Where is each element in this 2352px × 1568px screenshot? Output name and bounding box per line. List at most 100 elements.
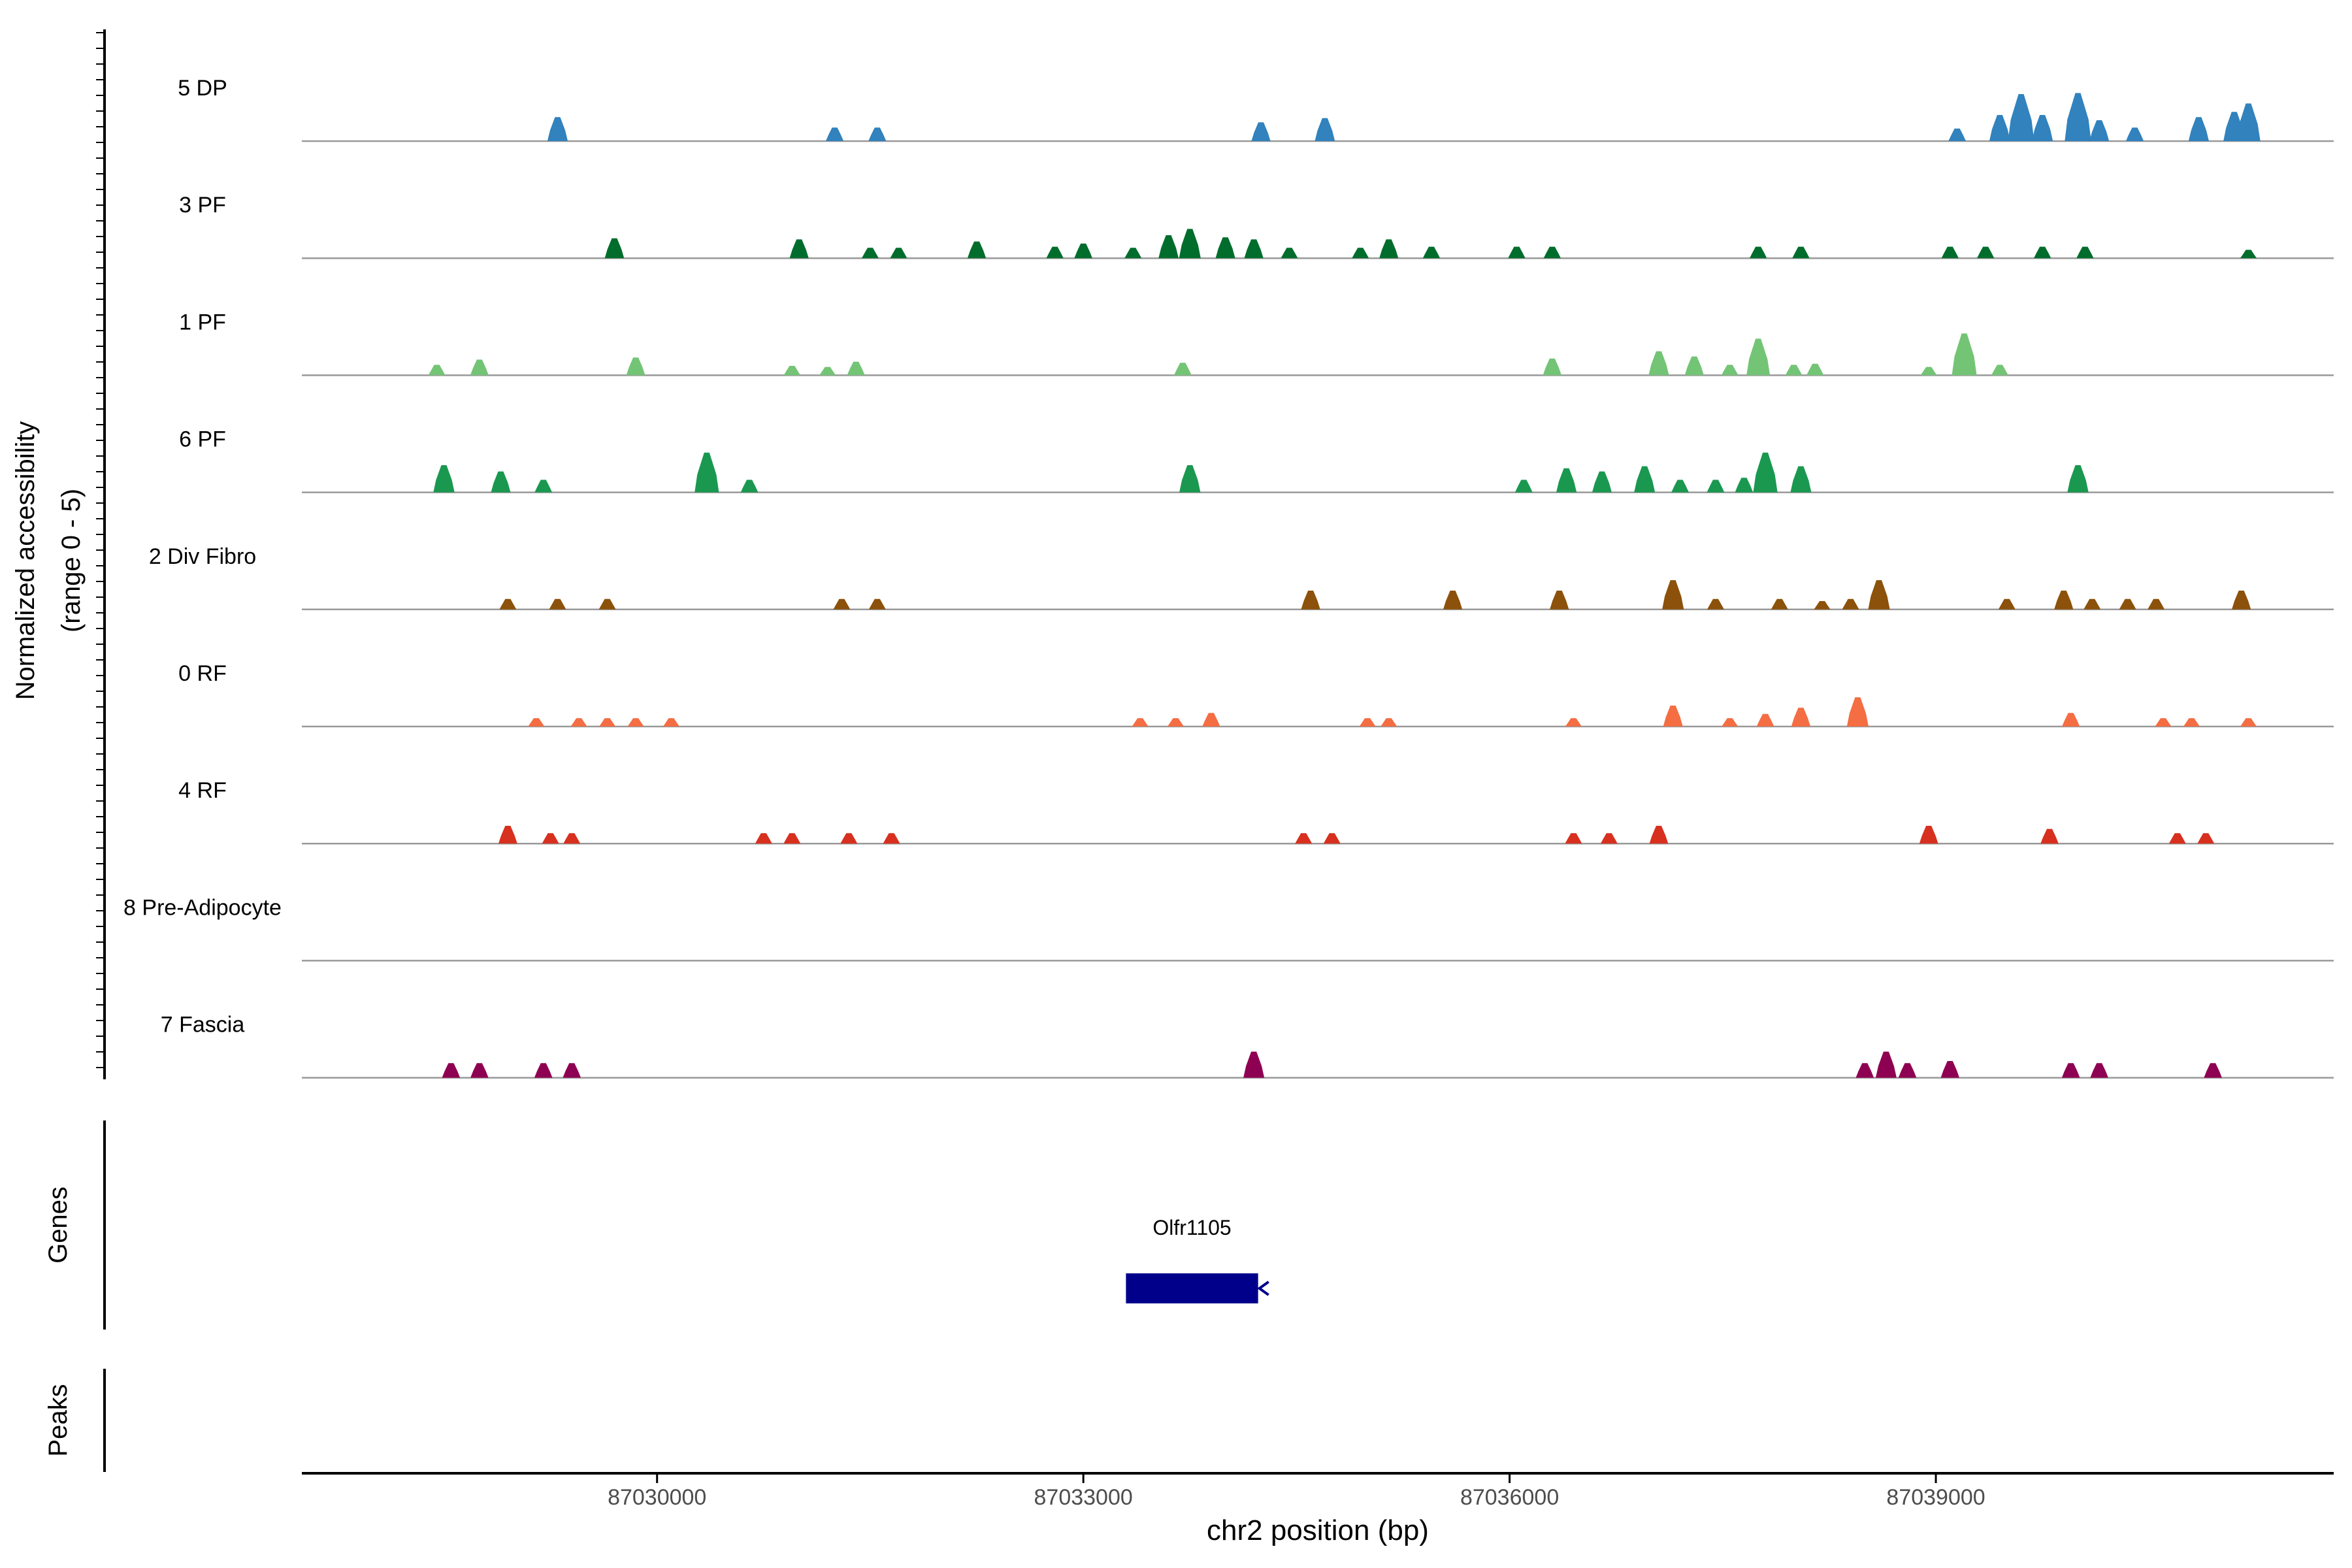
- accessibility-peak: [847, 361, 865, 376]
- accessibility-peak: [1806, 363, 1824, 376]
- genes-label: Genes: [44, 1186, 73, 1264]
- accessibility-peak: [2183, 718, 2200, 727]
- track-label: 2 Div Fibro: [149, 544, 256, 569]
- accessibility-peak: [1671, 480, 1689, 493]
- accessibility-peak: [2148, 598, 2165, 610]
- accessibility-peak: [491, 471, 511, 493]
- accessibility-peak: [1301, 591, 1320, 610]
- accessibility-peak: [2090, 1063, 2108, 1078]
- accessibility-peak: [2125, 127, 2144, 141]
- accessibility-peak: [1998, 598, 2016, 610]
- accessibility-peak: [2236, 103, 2261, 141]
- accessibility-peak: [598, 598, 616, 610]
- accessibility-peak: [1919, 826, 1938, 844]
- accessibility-peak: [428, 365, 446, 376]
- track-2-div-fibro: 2 Div Fibro: [149, 544, 2334, 611]
- accessibility-peak: [1158, 235, 1179, 259]
- accessibility-peak: [840, 833, 858, 844]
- accessibility-peak: [627, 718, 644, 727]
- accessibility-peak: [1215, 237, 1235, 259]
- accessibility-peak: [1543, 358, 1562, 376]
- track-label: 5 DP: [178, 76, 227, 101]
- accessibility-peak: [1648, 351, 1669, 376]
- track-label: 6 PF: [179, 427, 226, 452]
- accessibility-peak: [890, 248, 907, 259]
- accessibility-peak: [883, 833, 900, 844]
- coverage-tracks: 5 DP 3 PF 1 PF 6 PF 2 Div Fibro 0 RF 4 RF 8 Pre…: [123, 76, 2334, 1079]
- accessibility-peak: [2076, 246, 2094, 259]
- accessibility-peak: [2119, 598, 2136, 610]
- accessibility-peak: [2054, 591, 2074, 610]
- track-4-rf: 4 RF: [178, 778, 2334, 845]
- accessibility-peak: [1046, 246, 1064, 259]
- y-axis-ticks: [96, 32, 105, 1068]
- accessibility-peak: [1749, 246, 1767, 259]
- accessibility-peak: [1074, 243, 1092, 259]
- accessibility-peak: [861, 248, 879, 259]
- accessibility-peak: [534, 1063, 553, 1078]
- gene-name-label: Olfr1105: [1152, 1216, 1231, 1239]
- accessibility-peak: [2065, 93, 2091, 141]
- accessibility-peak: [1295, 833, 1313, 844]
- track-1-pf: 1 PF: [179, 310, 2334, 376]
- accessibility-peak: [1746, 338, 1771, 376]
- accessibility-peak: [1756, 713, 1774, 727]
- accessibility-peak: [563, 1063, 581, 1078]
- accessibility-peak: [1173, 363, 1192, 376]
- accessibility-peak: [1556, 468, 1577, 493]
- accessibility-peak: [1179, 465, 1201, 493]
- accessibility-peak: [662, 718, 680, 727]
- accessibility-peak: [783, 833, 801, 844]
- accessibility-peak: [2204, 1063, 2222, 1078]
- accessibility-peak: [694, 452, 719, 493]
- accessibility-peak: [1244, 239, 1264, 259]
- accessibility-peak: [1791, 708, 1811, 727]
- accessibility-peak: [2188, 117, 2209, 141]
- accessibility-peak: [1592, 471, 1612, 493]
- accessibility-peak: [547, 117, 568, 141]
- accessibility-peak: [1443, 591, 1463, 610]
- accessibility-peak: [1649, 826, 1669, 844]
- accessibility-peak: [1315, 118, 1335, 141]
- accessibility-peak: [1920, 367, 1937, 376]
- track-label: 3 PF: [179, 193, 226, 218]
- accessibility-peak: [626, 357, 645, 376]
- accessibility-peak: [1941, 246, 1959, 259]
- accessibility-peak: [604, 238, 625, 259]
- accessibility-peak: [1251, 122, 1271, 141]
- accessibility-peak: [433, 465, 455, 493]
- accessibility-peak: [1707, 598, 1724, 610]
- accessibility-peak: [1846, 697, 1869, 727]
- x-tick-label: 87036000: [1460, 1485, 1559, 1510]
- accessibility-peak: [2155, 718, 2172, 727]
- track-0-rf: 0 RF: [178, 661, 2334, 728]
- accessibility-peak: [1634, 466, 1656, 493]
- accessibility-peak: [2240, 250, 2257, 259]
- accessibility-peak: [1991, 365, 2008, 376]
- accessibility-peak: [1543, 246, 1561, 259]
- accessibility-peak: [833, 598, 851, 610]
- track-label: 7 Fascia: [161, 1013, 245, 1037]
- accessibility-peak: [1379, 239, 1399, 259]
- accessibility-peak: [528, 718, 545, 727]
- track-6-pf: 6 PF: [179, 427, 2334, 493]
- accessibility-peak: [1323, 833, 1341, 844]
- accessibility-peak: [498, 826, 517, 844]
- accessibility-peak: [1721, 365, 1739, 376]
- x-tick-label: 87039000: [1886, 1485, 1985, 1510]
- track-label: 0 RF: [178, 661, 227, 686]
- accessibility-peak: [2008, 94, 2034, 141]
- accessibility-peak: [1132, 718, 1149, 727]
- accessibility-peak: [1684, 356, 1704, 376]
- accessibility-peak: [967, 241, 987, 259]
- accessibility-peak: [1167, 718, 1184, 727]
- accessibility-peak: [1814, 601, 1831, 610]
- accessibility-peak: [1662, 580, 1684, 610]
- accessibility-peak: [1707, 480, 1725, 493]
- accessibility-peak: [825, 127, 844, 141]
- accessibility-peak: [1663, 706, 1683, 727]
- accessibility-peak: [542, 833, 559, 844]
- accessibility-peak: [2032, 115, 2053, 141]
- track-label: 1 PF: [179, 310, 226, 335]
- accessibility-peak: [2067, 465, 2089, 493]
